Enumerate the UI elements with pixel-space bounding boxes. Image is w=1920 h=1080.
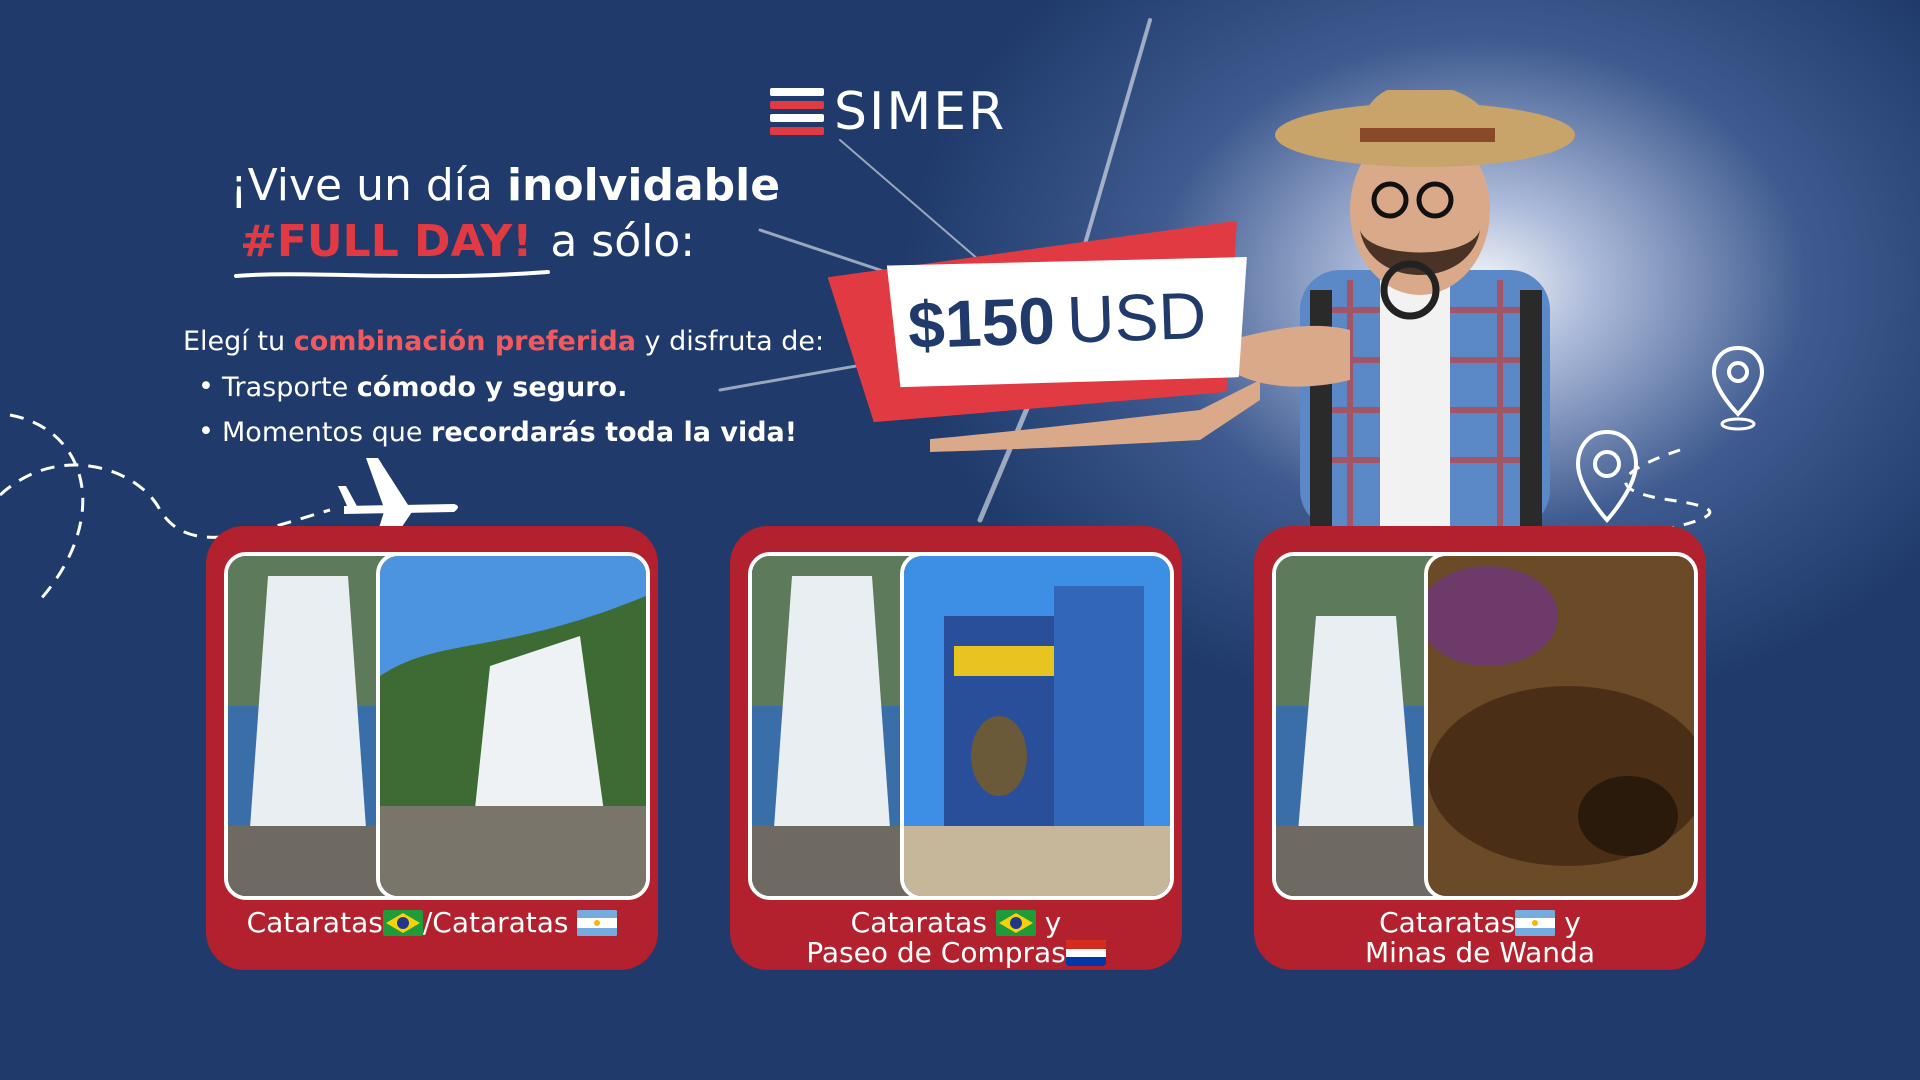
card-caption: Cataratas y Minas de Wanda <box>1365 906 1595 969</box>
benefits-list: Trasporte cómodo y seguro. Momentos que … <box>198 371 797 462</box>
headline-line-1: ¡Vive un día inolvidable <box>230 160 781 211</box>
price-tag: $150 USD <box>830 232 1260 432</box>
brazil-flag-icon <box>995 910 1036 936</box>
brand-logo: SIMER <box>770 82 1006 142</box>
description: Elegí tu combinación preferida y disfrut… <box>183 326 825 357</box>
tour-card-3[interactable]: Cataratas y Minas de Wanda <box>1254 526 1706 970</box>
simer-logo-icon <box>770 88 824 136</box>
card-caption: Cataratas/Cataratas <box>206 908 658 938</box>
list-item: Trasporte cómodo y seguro. <box>198 371 797 403</box>
brand-name: SIMER <box>834 82 1007 142</box>
tour-card-1[interactable]: Cataratas/Cataratas <box>206 526 658 970</box>
price-label: $150 USD <box>906 277 1208 363</box>
brazil-flag-icon <box>382 910 423 936</box>
location-pin-icon <box>1711 345 1765 431</box>
waterfall-photo <box>376 552 650 900</box>
tour-card-2[interactable]: Cataratas y Paseo de Compras <box>730 526 1182 970</box>
traveler-photo <box>930 90 1575 530</box>
mine-cave-photo <box>1424 552 1698 900</box>
headline-line-2: #FULL DAY! a sólo: <box>240 216 696 267</box>
paraguay-flag-icon <box>1065 940 1106 966</box>
tag-underline <box>234 270 550 279</box>
full-day-tag: #FULL DAY! <box>240 216 533 267</box>
card-caption: Cataratas y Paseo de Compras <box>730 908 1182 968</box>
argentina-flag-icon <box>577 910 618 936</box>
list-item: Momentos que recordarás toda la vida! <box>198 416 797 448</box>
argentina-flag-icon <box>1515 910 1556 936</box>
shopping-center-photo <box>900 552 1174 900</box>
